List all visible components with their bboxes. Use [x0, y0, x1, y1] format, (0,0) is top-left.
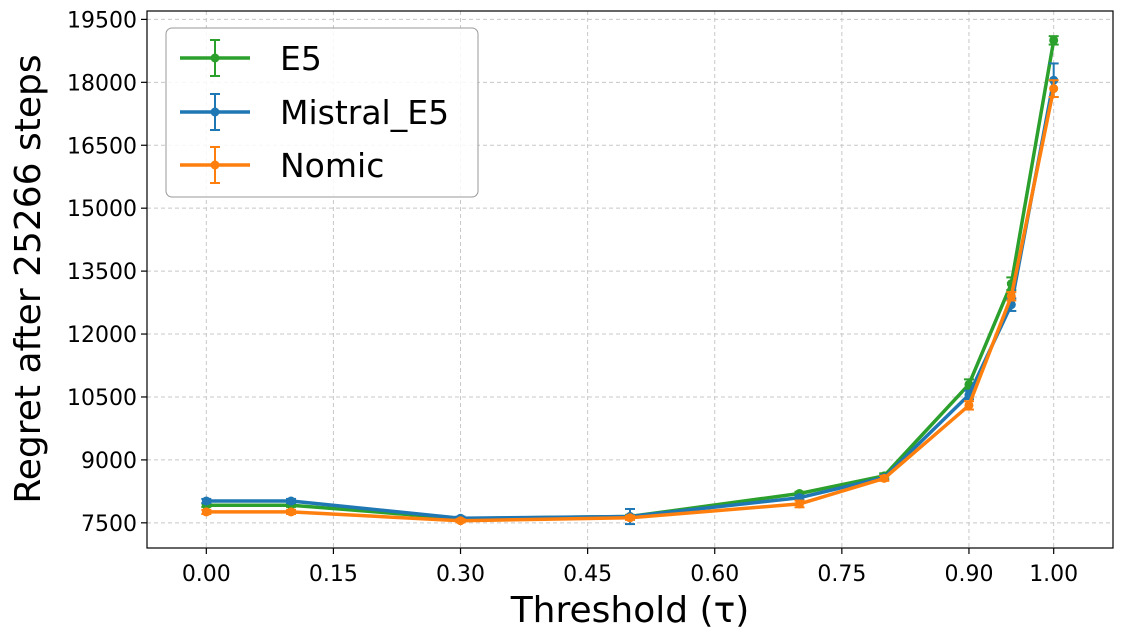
y-tick-label: 7500: [81, 512, 137, 537]
y-tick-label: 12000: [67, 323, 137, 348]
data-point: [201, 507, 211, 517]
legend-frame: [165, 27, 479, 198]
data-point: [201, 496, 211, 506]
x-tick-label: 1.00: [1029, 562, 1078, 587]
x-tick-label: 0.75: [817, 562, 866, 587]
legend-marker: [210, 53, 220, 63]
legend-entry-nomic: Nomic: [180, 146, 384, 185]
series-layer: [201, 35, 1059, 526]
data-point: [964, 400, 974, 410]
legend-marker: [210, 160, 220, 170]
x-tick-label: 0.45: [563, 562, 612, 587]
y-tick-label: 19500: [67, 8, 137, 33]
legend-label: Mistral_E5: [280, 93, 449, 132]
x-tick-label: 0.90: [944, 562, 993, 587]
y-tick-label: 18000: [67, 71, 137, 96]
data-point: [286, 507, 296, 517]
data-point: [456, 516, 466, 526]
legend-entry-mistral_e5: Mistral_E5: [180, 93, 449, 132]
data-point: [1049, 35, 1059, 45]
series-nomic: [201, 79, 1059, 526]
y-axis-label: Regret after 25266 steps: [8, 54, 49, 503]
y-tick-label: 9000: [81, 449, 137, 474]
y-tick-label: 13500: [67, 260, 137, 285]
legend: E5 Mistral_E5 Nomic: [165, 27, 479, 198]
legend-entry-e5: E5: [180, 39, 322, 78]
legend-label: Nomic: [280, 146, 384, 185]
legend-label: E5: [280, 39, 322, 78]
data-point: [286, 496, 296, 506]
data-point: [1049, 84, 1059, 94]
plot-frame: [146, 10, 1114, 549]
y-tick-label: 10500: [67, 386, 137, 411]
data-point: [879, 473, 889, 483]
data-point: [794, 499, 804, 509]
x-tick-label: 0.30: [436, 562, 485, 587]
y-tick-label: 16500: [67, 134, 137, 159]
x-axis-label: Threshold (τ): [510, 590, 750, 631]
y-tick-label: 15000: [67, 197, 137, 222]
data-point: [625, 513, 635, 523]
x-tick-label: 0.60: [690, 562, 739, 587]
legend-marker: [210, 107, 220, 117]
x-tick-label: 0.00: [182, 562, 231, 587]
y-axis: 7500 9000 10500 12000 13500 15000 16500 18000 19…: [67, 8, 147, 537]
x-axis: 0.00 0.15 0.30 0.45 0.60 0.75 0.90 1.00: [182, 548, 1078, 587]
data-point: [1006, 291, 1016, 301]
x-tick-label: 0.15: [309, 562, 358, 587]
